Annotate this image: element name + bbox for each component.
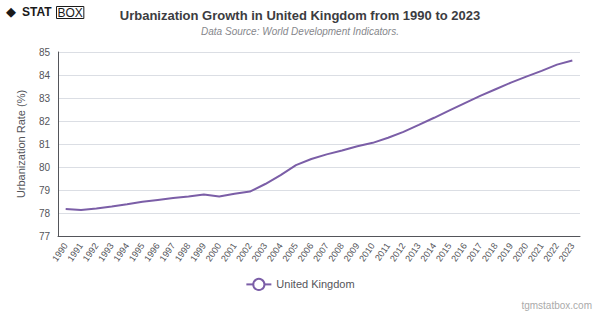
svg-text:2010: 2010 — [357, 241, 377, 263]
svg-text:◆: ◆ — [6, 4, 16, 19]
svg-text:79: 79 — [39, 185, 51, 196]
svg-text:80: 80 — [39, 162, 51, 173]
svg-text:BOX: BOX — [58, 6, 83, 20]
svg-text:2003: 2003 — [250, 241, 270, 263]
svg-text:1991: 1991 — [65, 241, 85, 263]
svg-text:2016: 2016 — [449, 241, 469, 263]
svg-text:2013: 2013 — [403, 241, 423, 263]
svg-text:2008: 2008 — [326, 241, 346, 263]
svg-text:2002: 2002 — [234, 241, 254, 263]
svg-text:Urbanization Rate (%): Urbanization Rate (%) — [15, 90, 27, 198]
svg-text:2006: 2006 — [296, 241, 316, 263]
svg-text:2022: 2022 — [541, 241, 561, 263]
svg-text:1997: 1997 — [158, 241, 178, 263]
svg-text:1999: 1999 — [188, 241, 208, 263]
svg-text:1996: 1996 — [142, 241, 162, 263]
svg-text:2007: 2007 — [311, 241, 331, 263]
svg-text:STAT: STAT — [22, 5, 52, 19]
svg-text:77: 77 — [39, 231, 51, 242]
svg-text:2009: 2009 — [342, 241, 362, 263]
svg-text:2014: 2014 — [419, 241, 439, 263]
svg-text:1995: 1995 — [127, 241, 147, 263]
svg-text:1998: 1998 — [173, 241, 193, 263]
svg-text:84: 84 — [39, 70, 51, 81]
svg-text:2023: 2023 — [557, 241, 577, 263]
svg-text:1990: 1990 — [50, 241, 70, 263]
svg-text:2019: 2019 — [495, 241, 515, 263]
svg-text:2017: 2017 — [465, 241, 485, 263]
svg-text:1992: 1992 — [81, 241, 101, 263]
svg-text:2018: 2018 — [480, 241, 500, 263]
svg-text:2015: 2015 — [434, 241, 454, 263]
svg-text:Data Source: World Development: Data Source: World Development Indicator… — [201, 26, 399, 37]
svg-text:2020: 2020 — [511, 241, 531, 263]
svg-text:1994: 1994 — [111, 241, 131, 263]
svg-text:85: 85 — [39, 47, 51, 58]
svg-text:1993: 1993 — [96, 241, 116, 263]
svg-text:83: 83 — [39, 93, 51, 104]
svg-text:tgmstatbox.com: tgmstatbox.com — [521, 300, 592, 311]
svg-text:Urbanization Growth in United: Urbanization Growth in United Kingdom fr… — [120, 8, 480, 23]
svg-text:2011: 2011 — [372, 241, 393, 263]
svg-text:United Kingdom: United Kingdom — [276, 278, 354, 290]
svg-text:81: 81 — [39, 139, 51, 150]
svg-text:2005: 2005 — [280, 241, 300, 263]
svg-text:82: 82 — [39, 116, 51, 127]
svg-text:2001: 2001 — [219, 241, 239, 263]
svg-text:2000: 2000 — [204, 241, 224, 263]
svg-text:2021: 2021 — [526, 241, 546, 263]
svg-text:78: 78 — [39, 208, 51, 219]
svg-text:2012: 2012 — [388, 241, 408, 263]
svg-text:2004: 2004 — [265, 241, 285, 263]
